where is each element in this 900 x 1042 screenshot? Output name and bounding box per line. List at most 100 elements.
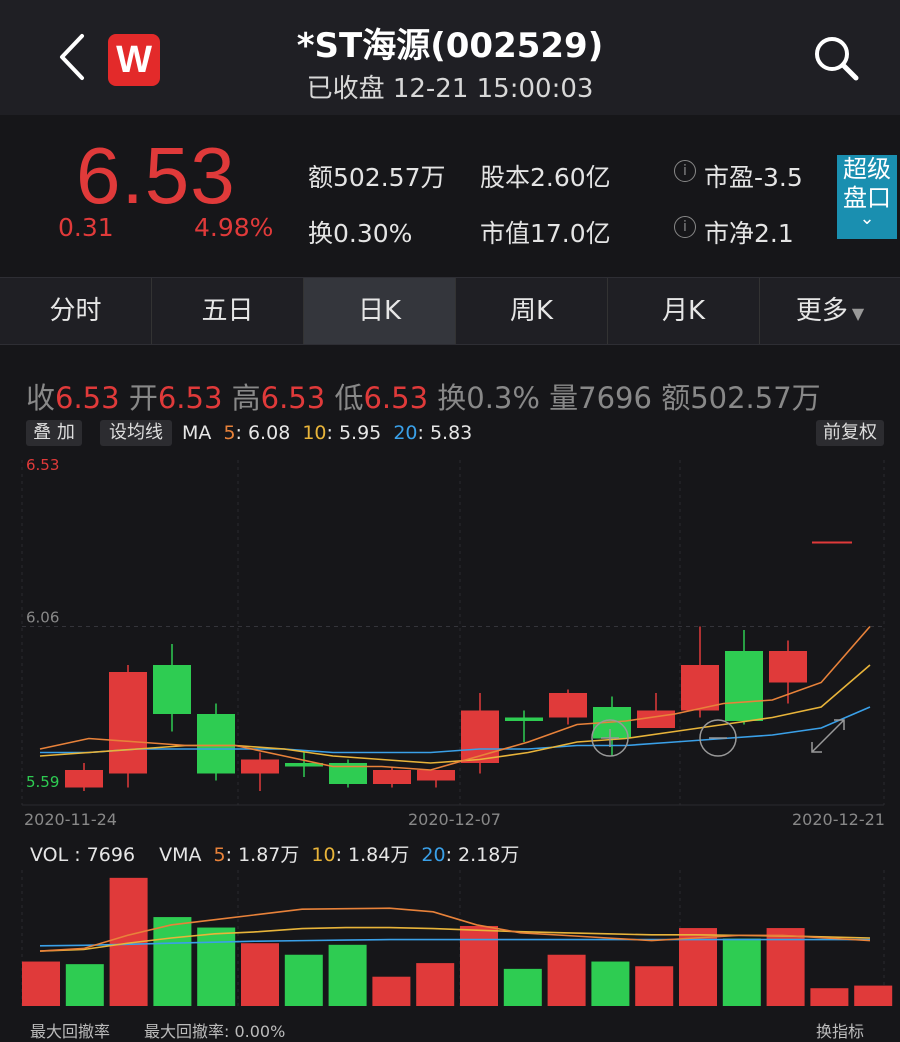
tab-five-day[interactable]: 五日 xyxy=(152,278,304,344)
share-capital: 股本2.60亿 xyxy=(480,163,611,192)
volume-bar xyxy=(328,944,367,1006)
ma10-key: 10 xyxy=(302,422,327,444)
candle-body xyxy=(769,651,807,683)
tab-more-label: 更多 xyxy=(795,296,848,326)
adjust-button[interactable]: 前复权 xyxy=(816,420,884,446)
candle-body xyxy=(65,770,103,788)
tab-daily-k[interactable]: 日K xyxy=(304,278,456,344)
volume-bar xyxy=(153,917,192,1006)
candle-body xyxy=(109,672,147,774)
volume-bar xyxy=(284,954,323,1006)
date-label: 2020-12-07 xyxy=(408,810,501,829)
candle-body xyxy=(681,665,719,711)
volume-legend: VOL : 7696 VMA 5: 1.87万 10: 1.84万 20: 2.… xyxy=(30,840,519,867)
ma-label: MA xyxy=(182,422,212,444)
volume-bar xyxy=(416,963,455,1006)
ma10-line xyxy=(39,664,871,764)
volume-bar xyxy=(810,988,849,1006)
turnover-summary: 换0.3% xyxy=(437,381,540,415)
volume-bar xyxy=(460,925,498,1006)
low-value: 6.53 xyxy=(363,381,429,415)
volume-bar xyxy=(635,966,674,1006)
volume-bar xyxy=(679,928,717,1006)
turnover-rate: 换0.30% xyxy=(308,219,413,248)
ma5-value: : 6.08 xyxy=(235,422,291,444)
vma10-key: 10 xyxy=(311,844,336,866)
expand-icon xyxy=(811,719,845,753)
y-axis-label: 6.06 xyxy=(26,609,59,627)
zoom-in-icon xyxy=(591,719,629,757)
close-label: 收 xyxy=(26,381,56,415)
vma5-value: : 1.87万 xyxy=(225,844,300,866)
pb-ratio: 市净2.1 xyxy=(704,219,794,248)
market-status: 已收盘 12-21 15:00:03 xyxy=(306,74,594,104)
volume-bar xyxy=(766,928,805,1006)
high-value: 6.53 xyxy=(260,381,326,415)
candle-body xyxy=(461,710,499,763)
high-label: 高 xyxy=(231,381,261,415)
price-change: 0.31 xyxy=(58,213,114,242)
overlay-button[interactable]: 叠 加 xyxy=(26,420,82,446)
info-icon[interactable]: i xyxy=(674,216,696,238)
ma20-value: : 5.83 xyxy=(417,422,473,444)
ma5-line xyxy=(39,625,871,771)
tab-weekly-k[interactable]: 周K xyxy=(456,278,608,344)
date-label: 2020-12-21 xyxy=(792,810,885,829)
price-change-percent: 4.98% xyxy=(194,213,274,242)
volume-bar xyxy=(854,985,893,1006)
volume-bar xyxy=(241,943,279,1006)
vma5-key: 5 xyxy=(213,844,226,866)
candle-body xyxy=(505,717,543,721)
app-logo[interactable]: W xyxy=(108,34,160,86)
candle-body xyxy=(197,714,235,774)
set-ma-button[interactable]: 设均线 xyxy=(100,420,172,446)
ma20-key: 20 xyxy=(393,422,418,444)
trade-amount: 额502.57万 xyxy=(308,163,446,192)
vma20-key: 20 xyxy=(421,844,446,866)
amount-summary: 额502.57万 xyxy=(661,381,821,415)
volume-bar xyxy=(65,964,104,1006)
search-icon[interactable] xyxy=(808,30,864,86)
pe-ratio: 市盈-3.5 xyxy=(704,163,803,192)
volume-bar xyxy=(722,938,761,1006)
candle-body xyxy=(285,763,323,767)
current-price: 6.53 xyxy=(76,131,236,220)
tab-monthly-k[interactable]: 月K xyxy=(608,278,760,344)
candle-body xyxy=(549,693,587,718)
tab-more[interactable]: 更多 ▼ xyxy=(760,278,900,344)
chevron-left-icon[interactable] xyxy=(52,30,96,84)
candle-body xyxy=(417,770,455,781)
kline-summary: 收6.53 开6.53 高6.53 低6.53 换0.3% 量7696 额502… xyxy=(26,375,821,417)
date-label: 2020-11-24 xyxy=(24,810,117,829)
chevron-down-icon: ⌄ xyxy=(859,208,875,229)
zoom-out-icon xyxy=(699,719,737,757)
tab-intraday[interactable]: 分时 xyxy=(0,278,152,344)
max-drawdown-value: 最大回撤率: 0.00% xyxy=(144,1022,286,1041)
candle-body xyxy=(153,665,191,714)
volume-bar xyxy=(503,968,542,1006)
page-title: *ST海源(002529) xyxy=(296,26,604,66)
volume-bar xyxy=(372,976,411,1006)
super-orderbook-button[interactable]: 超级 盘口 ⌄ xyxy=(837,155,897,239)
vma10-value: : 1.84万 xyxy=(335,844,410,866)
quote-panel xyxy=(0,115,900,275)
top-bar: W *ST海源(002529) 已收盘 12-21 15:00:03 xyxy=(0,0,900,115)
vol-value: VOL : 7696 xyxy=(30,844,136,866)
caret-down-icon: ▼ xyxy=(851,304,865,323)
low-label: 低 xyxy=(334,381,364,415)
ma5-key: 5 xyxy=(223,422,236,444)
ma20-line xyxy=(40,706,871,754)
super-label-line1: 超级 xyxy=(843,155,891,183)
switch-indicator-button[interactable]: 换指标 xyxy=(816,1022,865,1041)
y-axis-label: 5.59 xyxy=(26,773,59,791)
info-icon[interactable]: i xyxy=(674,160,696,182)
ma10-value: : 5.95 xyxy=(326,422,382,444)
period-tabs: 分时 五日 日K 周K 月K 更多 ▼ xyxy=(0,277,900,345)
vma5-line xyxy=(39,907,871,952)
volume-summary: 量7696 xyxy=(549,381,652,415)
volume-bar xyxy=(22,961,60,1006)
vma-label: VMA xyxy=(159,844,202,866)
kline-chart[interactable]: 6.53 6.06 5.59 xyxy=(0,440,900,1020)
candle-body xyxy=(725,651,763,721)
y-axis-label: 6.53 xyxy=(26,456,59,474)
